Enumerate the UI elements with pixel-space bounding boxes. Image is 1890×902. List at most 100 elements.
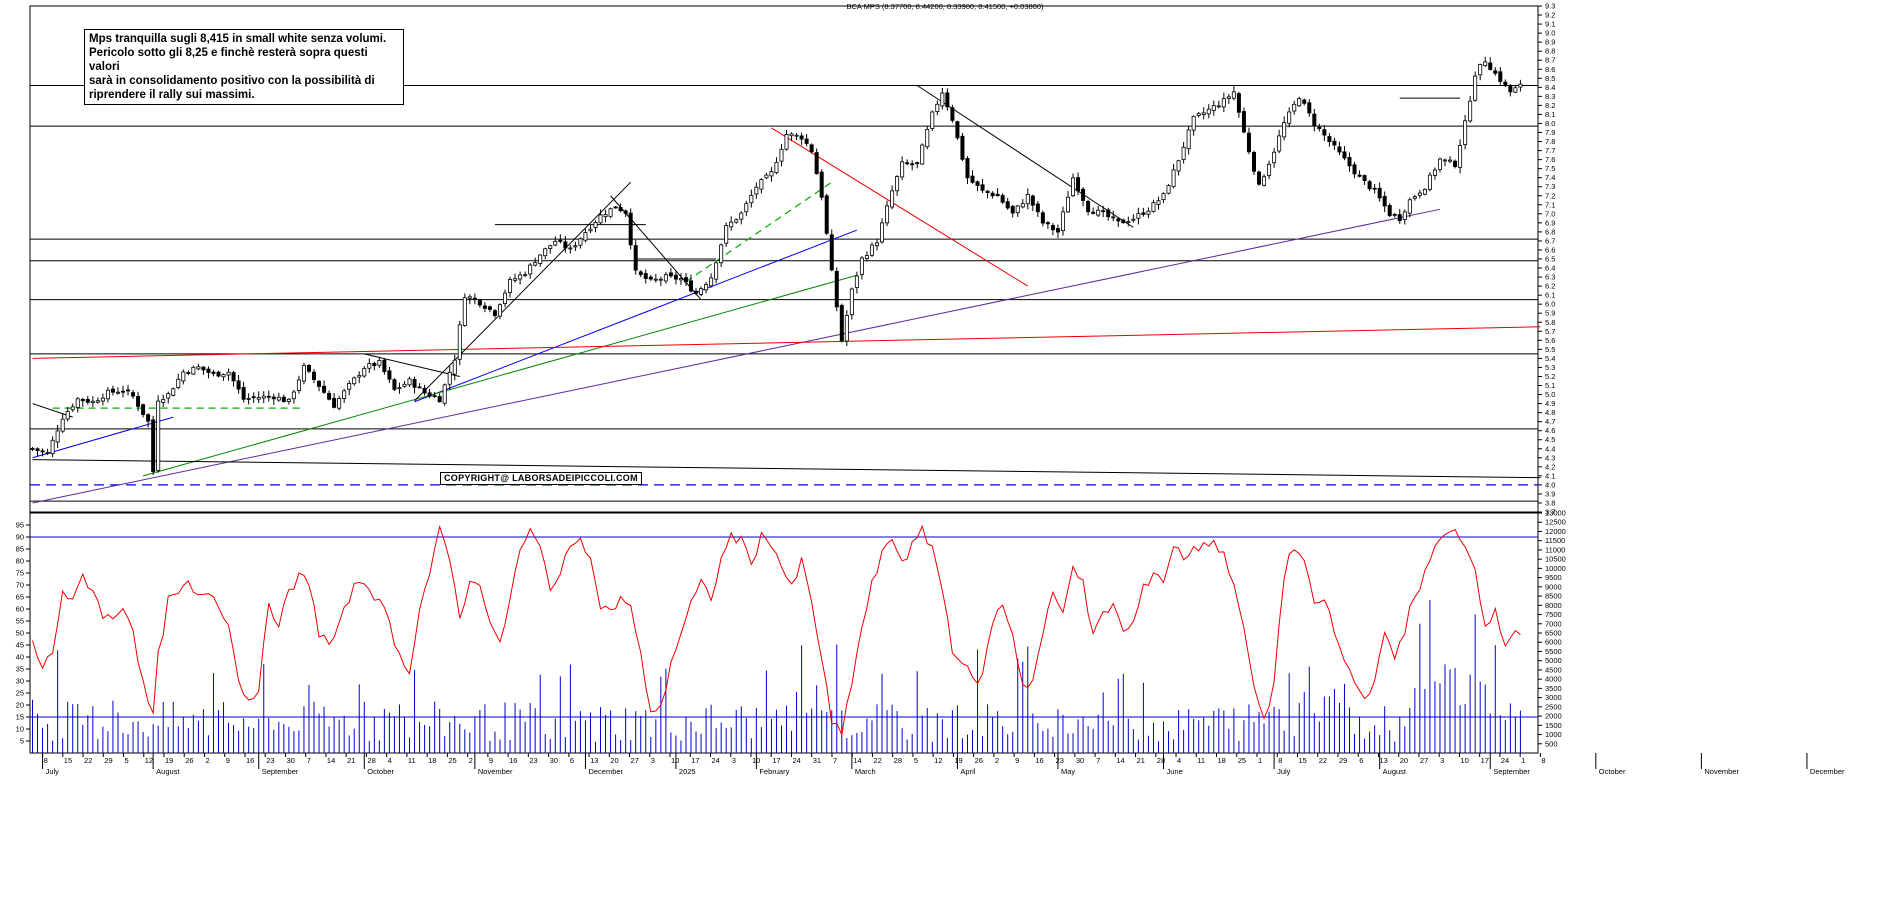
price-tick-label: 8.4: [1545, 83, 1555, 92]
candle-body: [472, 297, 477, 300]
candle-body: [1272, 151, 1277, 164]
candle-body: [945, 92, 950, 108]
candle-body: [1307, 102, 1312, 114]
candle-body: [337, 398, 342, 409]
copyright-label: COPYRIGHT@ LABORSADEIPICCOLI.COM: [440, 472, 642, 485]
candle-body: [643, 273, 648, 279]
volume-tick-label: 13000: [1545, 509, 1566, 518]
candle-body: [372, 362, 377, 367]
candle-body: [1503, 81, 1508, 85]
month-label: May: [1061, 767, 1075, 776]
candle-body: [1297, 98, 1302, 107]
analysis-note: Mps tranquilla sugli 8,415 in small whit…: [84, 29, 404, 105]
candle-body: [930, 111, 935, 129]
price-tick-label: 4.1: [1545, 471, 1555, 480]
day-tick-label: 1: [1258, 756, 1262, 765]
candle-body: [563, 241, 568, 249]
candle-body: [437, 396, 442, 403]
price-tick-label: 8.0: [1545, 119, 1555, 128]
day-tick-label: 7: [1096, 756, 1100, 765]
day-tick-label: 22: [1319, 756, 1327, 765]
rsi-tick-label: 75: [16, 569, 24, 578]
candle-body: [100, 397, 105, 402]
note-line: sarà in consolidamento positivo con la p…: [89, 75, 375, 87]
candle-body: [553, 240, 558, 246]
candle-body: [528, 264, 533, 275]
rsi-tick-label: 50: [16, 629, 24, 638]
candle-body: [1322, 129, 1327, 136]
candle-body: [890, 190, 895, 208]
candle-body: [844, 315, 849, 342]
candle-body: [126, 389, 131, 392]
day-tick-label: 25: [1238, 756, 1246, 765]
candle-body: [487, 306, 492, 310]
candle-body: [477, 299, 482, 306]
rsi-tick-label: 15: [16, 713, 24, 722]
price-tick-label: 6.0: [1545, 300, 1555, 309]
month-label: August: [156, 767, 180, 776]
candle-body: [689, 280, 694, 292]
candle-body: [362, 368, 367, 377]
price-tick-label: 8.7: [1545, 56, 1555, 65]
volume-tick-label: 4000: [1545, 675, 1562, 684]
candle-body: [1463, 120, 1468, 145]
candle-body: [452, 359, 457, 375]
candle-body: [1267, 163, 1272, 176]
candle-body: [719, 244, 724, 264]
day-tick-label: 21: [347, 756, 355, 765]
candle-body: [508, 279, 513, 293]
price-tick-label: 4.4: [1545, 444, 1555, 453]
price-tick-label: 4.2: [1545, 462, 1555, 471]
candle-body: [1312, 113, 1317, 126]
candle-body: [1478, 64, 1483, 76]
price-tick-label: 9.0: [1545, 29, 1555, 38]
day-tick-label: 6: [570, 756, 574, 765]
rsi-tick-label: 80: [16, 557, 24, 566]
candle-body: [306, 364, 311, 372]
candle-body: [497, 304, 502, 317]
candle-body: [1146, 210, 1151, 215]
candle-body: [482, 305, 487, 309]
candle-body: [1302, 99, 1307, 104]
candle-body: [673, 274, 678, 280]
day-tick-label: 24: [792, 756, 800, 765]
candle-body: [402, 383, 407, 387]
candle-body: [970, 175, 975, 183]
candle-body: [246, 398, 251, 400]
note-line: riprendere il rally sui massimi.: [89, 89, 255, 101]
candle-body: [256, 397, 261, 400]
day-tick-label: 4: [1177, 756, 1181, 765]
candle-body: [824, 195, 829, 234]
day-tick-label: 17: [772, 756, 780, 765]
candle-body: [90, 400, 95, 404]
candle-body: [266, 395, 271, 398]
price-tick-label: 5.8: [1545, 318, 1555, 327]
candle-body: [1015, 205, 1020, 214]
volume-tick-label: 10500: [1545, 555, 1566, 564]
candle-body: [653, 278, 658, 281]
day-tick-label: 7: [833, 756, 837, 765]
day-tick-label: 26: [185, 756, 193, 765]
candle-body: [769, 171, 774, 177]
candle-body: [1066, 196, 1071, 213]
candle-body: [834, 270, 839, 308]
candle-body: [95, 400, 100, 403]
month-label: April: [960, 767, 975, 776]
candle-body: [1096, 209, 1101, 216]
candle-body: [714, 262, 719, 280]
price-tick-label: 4.5: [1545, 435, 1555, 444]
candle-body: [1071, 177, 1076, 197]
candle-body: [1231, 91, 1236, 99]
candle-body: [1473, 75, 1478, 101]
candle-body: [1422, 188, 1427, 195]
day-tick-label: 8: [1278, 756, 1282, 765]
day-tick-label: 10: [671, 756, 679, 765]
price-tick-label: 6.2: [1545, 282, 1555, 291]
candle-body: [925, 129, 930, 148]
candle-body: [1196, 113, 1201, 116]
price-tick-label: 6.8: [1545, 227, 1555, 236]
candle-body: [181, 371, 186, 382]
volume-tick-label: 7500: [1545, 610, 1562, 619]
candle-body: [281, 396, 286, 402]
trendline: [32, 459, 1541, 479]
